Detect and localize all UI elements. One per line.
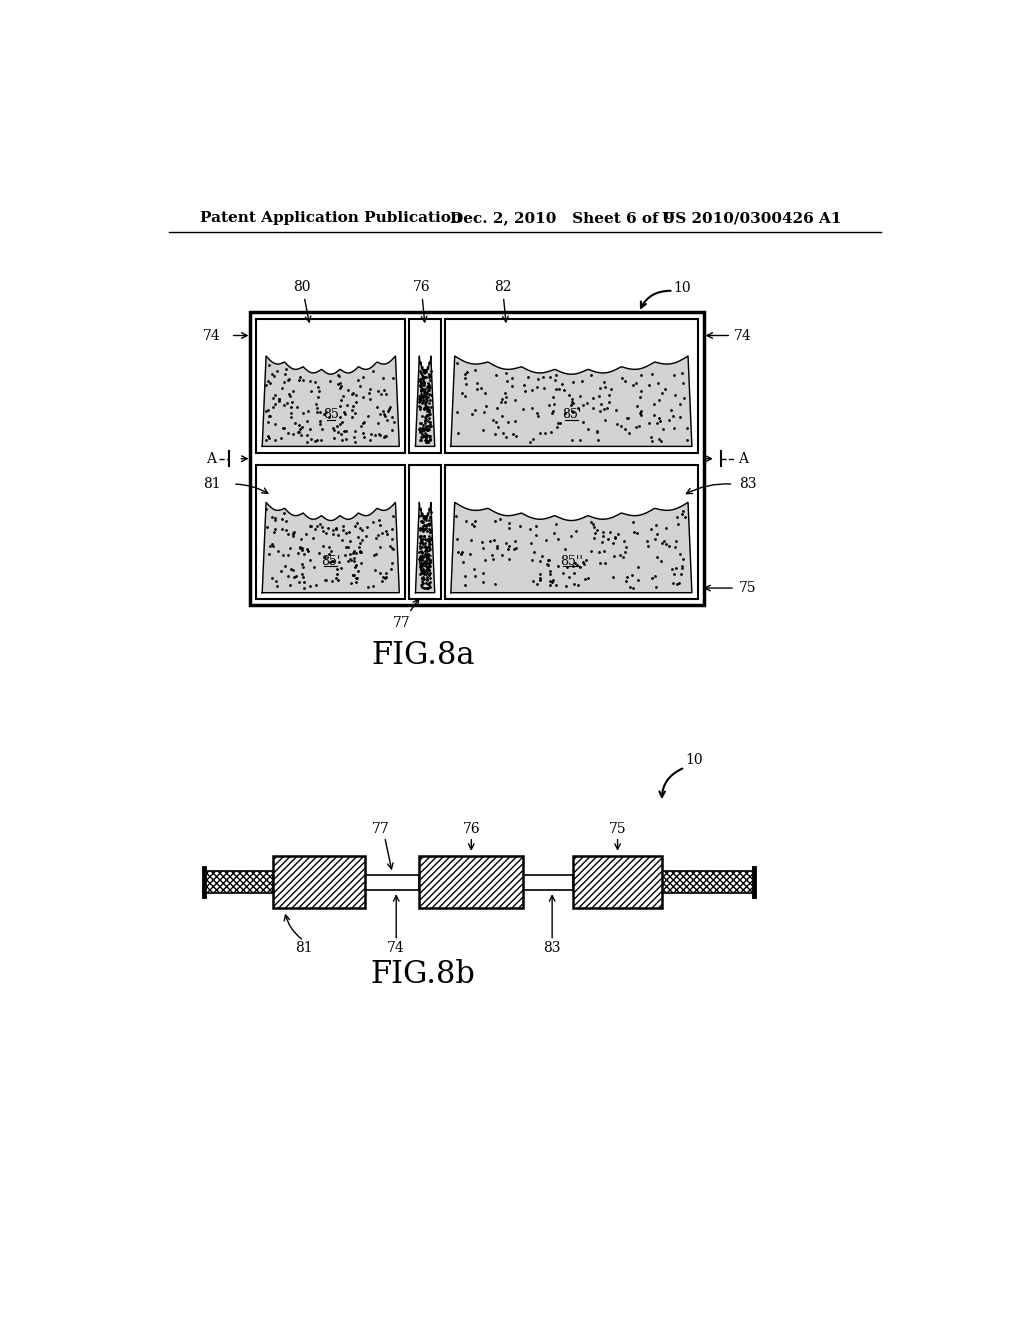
Text: 10: 10 <box>674 281 691 294</box>
Text: 75: 75 <box>739 581 757 595</box>
Text: 77: 77 <box>372 822 390 836</box>
Text: 83: 83 <box>544 941 561 956</box>
Bar <box>523 875 573 890</box>
Bar <box>410 318 441 453</box>
Text: 10: 10 <box>685 752 702 767</box>
Bar <box>419 857 523 908</box>
Text: 85: 85 <box>323 408 339 421</box>
Text: 83: 83 <box>739 477 757 491</box>
Text: 86: 86 <box>417 554 433 568</box>
Text: 76: 76 <box>463 822 480 836</box>
Bar <box>204 871 273 892</box>
Bar <box>573 857 662 908</box>
Bar <box>410 465 441 599</box>
Text: 74: 74 <box>203 329 220 342</box>
Polygon shape <box>262 503 399 593</box>
Bar <box>273 857 366 908</box>
Text: 74: 74 <box>733 329 752 342</box>
Polygon shape <box>451 356 692 446</box>
Text: 76: 76 <box>413 280 430 322</box>
Text: A: A <box>737 451 748 466</box>
Polygon shape <box>262 356 399 446</box>
Text: Dec. 2, 2010   Sheet 6 of 9: Dec. 2, 2010 Sheet 6 of 9 <box>451 211 675 226</box>
Bar <box>250 313 705 605</box>
Text: 74: 74 <box>387 941 406 956</box>
Text: 81: 81 <box>203 477 220 491</box>
Bar <box>444 318 698 453</box>
Text: 85'': 85'' <box>560 554 583 568</box>
Polygon shape <box>416 503 435 593</box>
Text: 75: 75 <box>609 822 627 836</box>
Bar <box>662 871 755 892</box>
Polygon shape <box>416 356 435 446</box>
Bar <box>662 871 755 892</box>
Bar <box>273 857 366 908</box>
Bar <box>204 871 273 892</box>
Text: 85': 85' <box>562 408 581 421</box>
Text: 80: 80 <box>294 280 311 322</box>
Text: FIG.8a: FIG.8a <box>372 640 475 671</box>
Polygon shape <box>451 503 692 593</box>
Bar <box>256 465 406 599</box>
Bar <box>256 318 406 453</box>
Text: Patent Application Publication: Patent Application Publication <box>200 211 462 226</box>
Bar <box>366 875 419 890</box>
Bar <box>573 857 662 908</box>
Text: US 2010/0300426 A1: US 2010/0300426 A1 <box>662 211 842 226</box>
Text: 81: 81 <box>295 941 312 956</box>
Text: 82: 82 <box>494 280 511 322</box>
Text: 85': 85' <box>322 554 340 568</box>
Bar <box>419 857 523 908</box>
Text: 77: 77 <box>393 599 419 630</box>
Text: A: A <box>207 451 216 466</box>
Bar <box>444 465 698 599</box>
Text: FIG.8b: FIG.8b <box>371 960 475 990</box>
